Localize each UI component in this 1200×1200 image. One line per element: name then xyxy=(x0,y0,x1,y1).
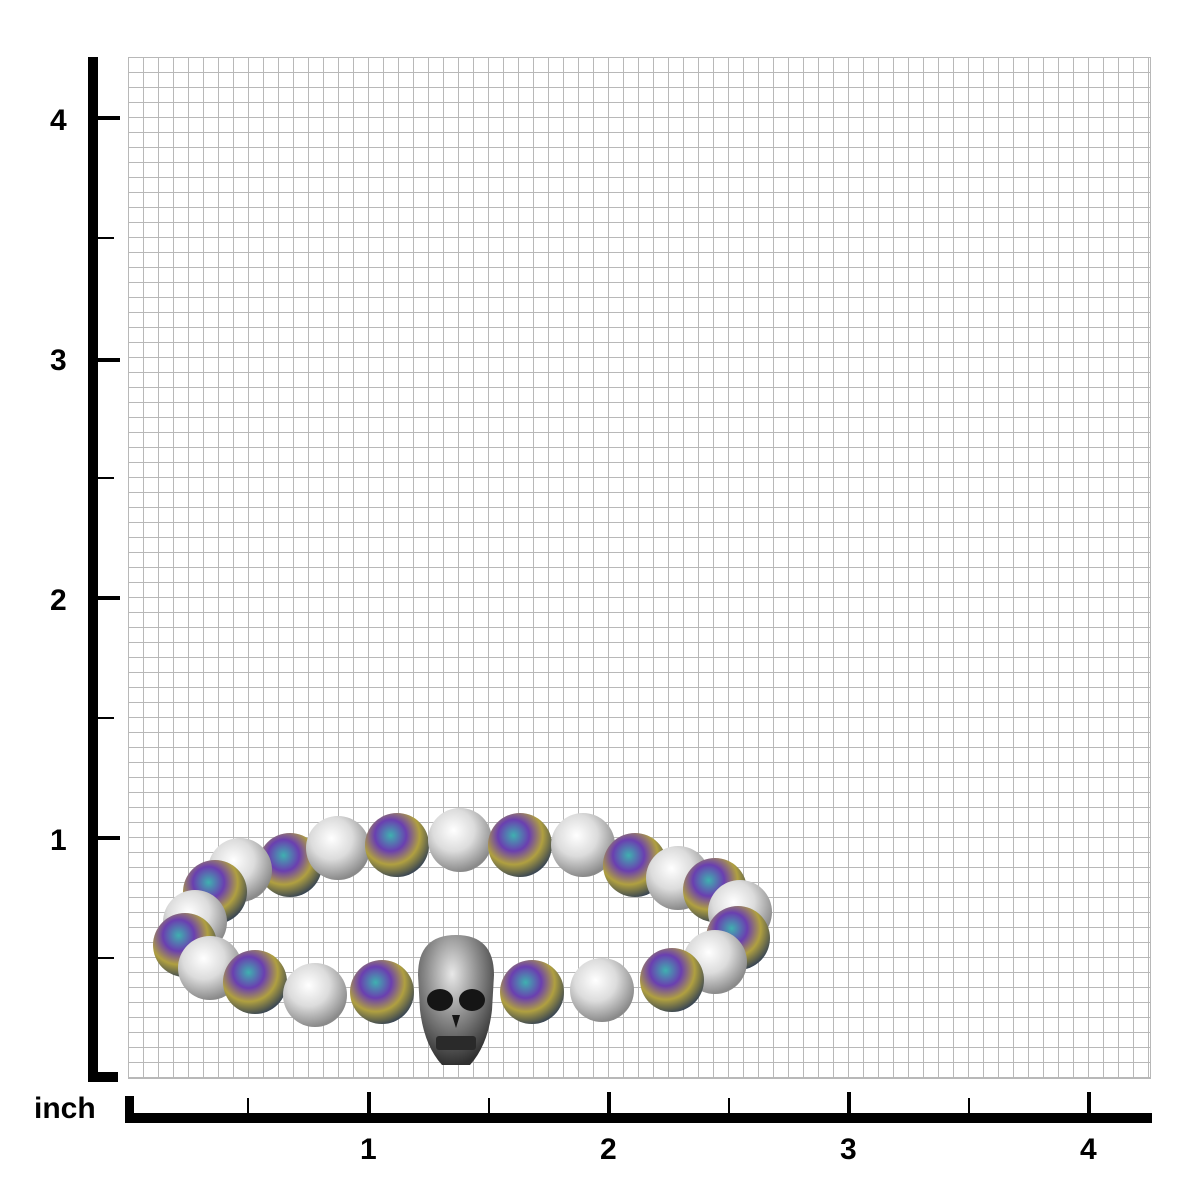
y-label-4: 4 xyxy=(50,104,67,137)
y-tick xyxy=(98,237,114,239)
skull-charm xyxy=(418,935,494,1065)
rainbow-bead xyxy=(640,948,704,1012)
x-label-2: 2 xyxy=(600,1133,617,1166)
y-label-3: 3 xyxy=(50,344,67,377)
y-tick xyxy=(98,358,120,362)
y-tick xyxy=(98,957,114,959)
x-axis xyxy=(125,1113,1152,1123)
rainbow-bead xyxy=(223,950,287,1014)
y-label-1: 1 xyxy=(50,824,67,857)
x-tick xyxy=(728,1098,730,1113)
x-tick xyxy=(847,1092,851,1113)
x-label-3: 3 xyxy=(840,1133,857,1166)
y-label-2: 2 xyxy=(50,584,67,617)
rainbow-bead xyxy=(500,960,564,1024)
x-tick xyxy=(488,1098,490,1113)
x-tick xyxy=(367,1092,371,1113)
silver-bead xyxy=(306,816,370,880)
unit-label: inch xyxy=(34,1092,96,1125)
y-tick xyxy=(98,116,120,120)
y-tick xyxy=(98,836,120,840)
silver-bead xyxy=(283,963,347,1027)
silver-bead xyxy=(570,958,634,1022)
y-axis-foot xyxy=(88,1072,118,1082)
y-axis xyxy=(88,57,98,1082)
rainbow-bead xyxy=(258,833,322,897)
x-tick xyxy=(1087,1092,1091,1113)
y-tick xyxy=(98,717,114,719)
y-tick xyxy=(98,596,120,600)
rainbow-bead xyxy=(350,960,414,1024)
x-axis-foot xyxy=(125,1096,134,1123)
rainbow-bead xyxy=(488,813,552,877)
silver-bead xyxy=(428,808,492,872)
silver-bead xyxy=(551,813,615,877)
rainbow-bead xyxy=(365,813,429,877)
x-label-1: 1 xyxy=(360,1133,377,1166)
x-tick xyxy=(247,1098,249,1113)
x-tick xyxy=(968,1098,970,1113)
y-tick xyxy=(98,477,114,479)
x-tick xyxy=(607,1092,611,1113)
x-label-4: 4 xyxy=(1080,1133,1097,1166)
measurement-grid xyxy=(128,57,1151,1079)
